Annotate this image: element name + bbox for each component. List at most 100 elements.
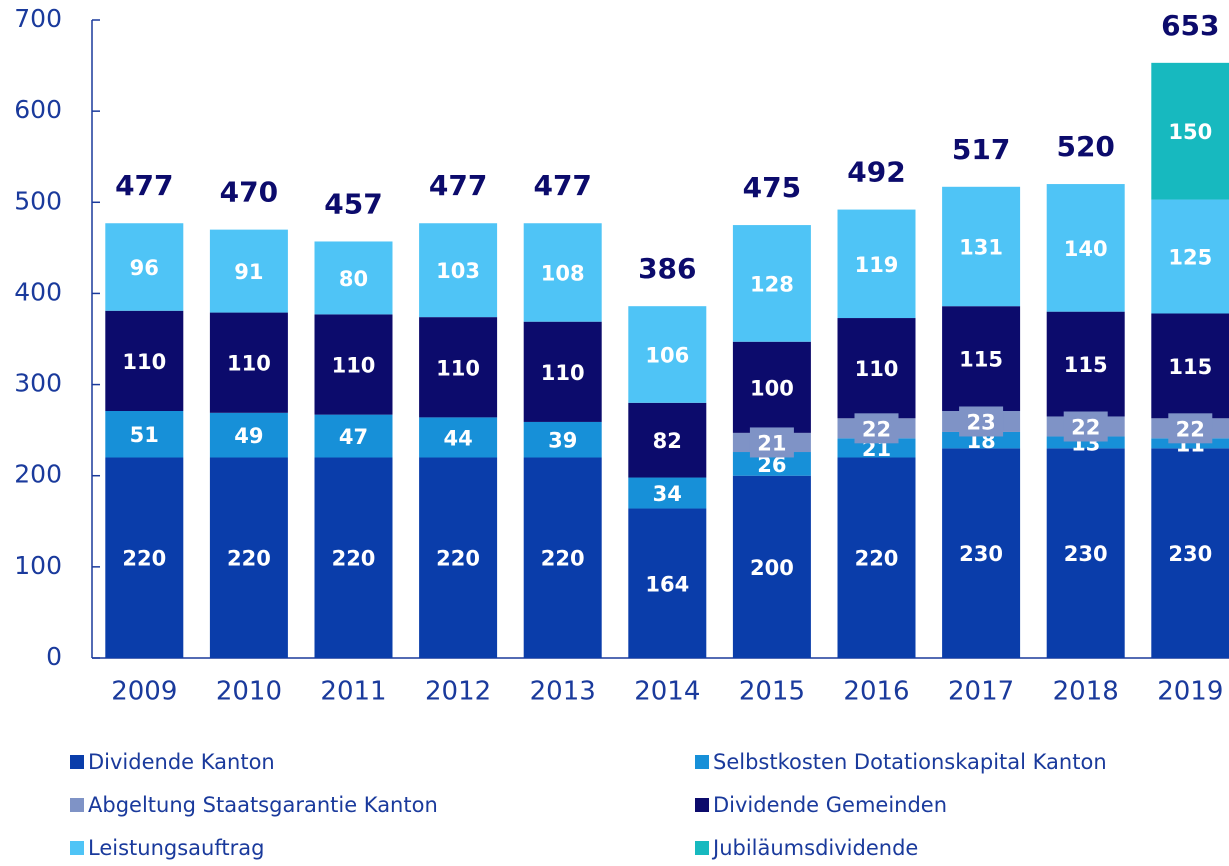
- bar-segment: [314, 241, 393, 315]
- x-tick-label: 2016: [843, 677, 909, 707]
- segment-label: 220: [227, 547, 271, 571]
- y-tick-label: 600: [14, 95, 62, 124]
- segment-label: 220: [122, 547, 166, 571]
- segment-label: 22: [1071, 415, 1100, 439]
- bar-segment: [419, 223, 498, 318]
- bar-segment: [837, 318, 916, 419]
- bar-segment: [1151, 448, 1229, 658]
- bar-segment: [1151, 438, 1229, 449]
- bar-segment: [628, 306, 707, 403]
- legend-swatch: [70, 798, 84, 812]
- bar-segment: [837, 209, 916, 319]
- label-box: [749, 427, 794, 458]
- bar-segment: [942, 306, 1021, 412]
- y-tick-label: 0: [46, 642, 62, 671]
- segment-label: 51: [130, 423, 159, 447]
- bar-segment: [209, 412, 288, 458]
- segment-label: 21: [757, 431, 786, 455]
- bar-segment: [1151, 199, 1229, 314]
- x-tick-label: 2018: [1053, 677, 1119, 707]
- segment-label: 34: [653, 482, 682, 506]
- bar-segment: [837, 457, 916, 658]
- legend-swatch: [70, 841, 84, 855]
- total-label: 457: [324, 187, 382, 220]
- segment-label: 200: [750, 556, 794, 580]
- x-tick-label: 2013: [530, 677, 596, 707]
- bar-segment: [628, 508, 707, 658]
- bar-segment: [314, 314, 393, 415]
- segment-label: 47: [339, 425, 368, 449]
- total-label: 492: [847, 156, 905, 189]
- segment-label: 140: [1064, 237, 1108, 261]
- bar-segment: [1151, 313, 1229, 419]
- segment-label: 80: [339, 267, 368, 291]
- segment-label: 125: [1168, 246, 1212, 270]
- bar-segment: [523, 457, 602, 658]
- legend-swatch: [70, 755, 84, 769]
- bar-segment: [732, 452, 811, 476]
- bar-segment: [314, 457, 393, 658]
- total-label: 517: [952, 133, 1010, 166]
- bar-segment: [1046, 448, 1125, 658]
- legend-label: Dividende Gemeinden: [713, 793, 947, 817]
- segment-label: 220: [332, 547, 376, 571]
- bar-segment: [209, 457, 288, 658]
- bar-segment: [732, 475, 811, 658]
- bar-segment: [1046, 184, 1125, 312]
- bar-segment: [105, 310, 184, 412]
- x-tick-label: 2011: [320, 677, 386, 707]
- bar-segment: [209, 229, 288, 313]
- segment-label: 110: [227, 352, 271, 376]
- segment-label: 110: [436, 356, 480, 380]
- label-box: [1063, 411, 1108, 442]
- bar-segment: [105, 223, 184, 311]
- x-tick-label: 2014: [634, 677, 700, 707]
- total-label: 520: [1056, 130, 1114, 163]
- bar-segment: [1046, 311, 1125, 417]
- total-label: 477: [533, 169, 591, 202]
- y-tick-label: 100: [14, 551, 62, 580]
- total-label: 477: [429, 169, 487, 202]
- legend-swatch: [695, 798, 709, 812]
- y-tick-label: 200: [14, 460, 62, 489]
- label-box: [1168, 413, 1213, 444]
- x-tick-label: 2012: [425, 677, 491, 707]
- x-tick-label: 2010: [216, 677, 282, 707]
- total-label: 477: [115, 169, 173, 202]
- legend-label: Abgeltung Staatsgarantie Kanton: [88, 793, 438, 817]
- segment-label: 110: [541, 361, 585, 385]
- bar-segment: [628, 402, 707, 478]
- label-box: [959, 406, 1004, 437]
- x-tick-label: 2009: [111, 677, 177, 707]
- x-tick-label: 2015: [739, 677, 805, 707]
- bar-segment: [419, 317, 498, 418]
- segment-label: 110: [332, 354, 376, 378]
- segment-label: 230: [1064, 542, 1108, 566]
- segment-label: 91: [234, 260, 263, 284]
- bar-segment: [419, 417, 498, 458]
- segment-label: 110: [122, 350, 166, 374]
- legend-label: Leistungsauftrag: [88, 836, 264, 860]
- x-tick-label: 2019: [1157, 677, 1223, 707]
- bar-segment: [942, 186, 1021, 307]
- legend-swatch: [695, 841, 709, 855]
- segment-label: 100: [750, 376, 794, 400]
- bar-segment: [105, 411, 184, 458]
- y-tick-label: 700: [14, 4, 62, 33]
- segment-label: 108: [541, 261, 585, 285]
- segment-label: 115: [1168, 355, 1212, 379]
- segment-label: 110: [855, 357, 899, 381]
- segment-label: 96: [130, 256, 159, 280]
- bar-segment: [942, 448, 1021, 658]
- segment-label: 115: [1064, 353, 1108, 377]
- bar-segment: [523, 223, 602, 322]
- segment-label: 220: [541, 547, 585, 571]
- segment-label: 22: [1176, 417, 1205, 441]
- y-tick-label: 500: [14, 186, 62, 215]
- x-tick-label: 2017: [948, 677, 1014, 707]
- total-label: 386: [638, 252, 696, 285]
- total-label: 470: [220, 176, 278, 209]
- segment-label: 115: [959, 348, 1003, 372]
- bar-segment: [732, 341, 811, 433]
